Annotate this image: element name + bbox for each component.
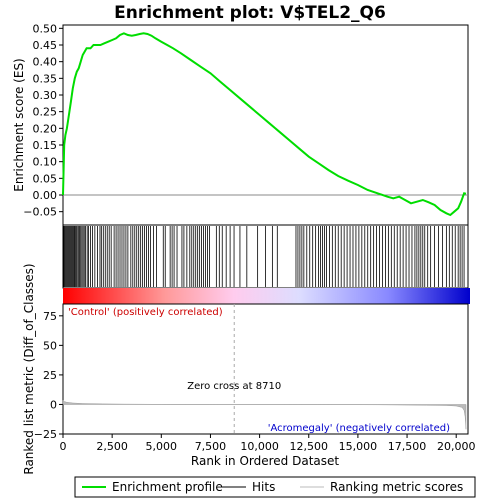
legend-label: Ranking metric scores bbox=[330, 480, 463, 494]
x-tick-label: 12,500 bbox=[290, 440, 329, 453]
ranking-panel-frame bbox=[62, 303, 469, 435]
ranking-y-tick-label: 50 bbox=[43, 339, 57, 352]
es-y-tick-label: 0.05 bbox=[33, 172, 58, 185]
legend-label: Hits bbox=[252, 480, 275, 494]
es-y-tick-label: 0.45 bbox=[33, 39, 58, 52]
x-tick-label: 0 bbox=[60, 440, 67, 453]
x-tick-label: 2,500 bbox=[96, 440, 128, 453]
legend-label: Enrichment profile bbox=[112, 480, 223, 494]
es-y-tick-label: 0.20 bbox=[33, 122, 58, 135]
x-tick-label: 15,000 bbox=[339, 440, 378, 453]
chart-title: Enrichment plot: V$TEL2_Q6 bbox=[114, 3, 386, 23]
es-y-tick-label: 0.30 bbox=[33, 89, 58, 102]
ranking-y-tick-label: 75 bbox=[43, 310, 57, 323]
es-y-tick-label: 0.25 bbox=[33, 106, 58, 119]
enrichment-profile-line bbox=[62, 32, 467, 217]
positive-class-label: 'Control' (positively correlated) bbox=[68, 307, 223, 318]
x-tick-label: 10,000 bbox=[240, 440, 279, 453]
es-y-tick-label: 0.50 bbox=[33, 22, 58, 35]
negative-class-label: 'Acromegaly' (negatively correlated) bbox=[268, 423, 450, 434]
es-y-tick-label: 0.40 bbox=[33, 56, 58, 69]
es-y-tick-label: 0.35 bbox=[33, 72, 58, 85]
es-y-axis: −0.05 0.00 0.05 0.10 0.15 0.20 0.25 0.30 0.35 0.4… bbox=[23, 22, 63, 219]
legend-box bbox=[74, 476, 476, 498]
ranking-y-tick-label: 25 bbox=[43, 369, 57, 382]
zero-cross-label: Zero cross at 8710 bbox=[187, 381, 281, 392]
x-axis-label: Rank in Ordered Dataset bbox=[191, 454, 339, 468]
ranking-y-tick-label: −25 bbox=[34, 428, 57, 441]
ranking-y-axis: −25 0 25 50 75 bbox=[34, 310, 63, 441]
es-y-tick-label: 0.00 bbox=[33, 189, 58, 202]
es-y-tick-label: 0.10 bbox=[33, 156, 58, 169]
x-tick-label: 20,000 bbox=[437, 440, 476, 453]
es-y-tick-label: −0.05 bbox=[23, 206, 57, 219]
legend: Enrichment profile Hits Ranking metric sco… bbox=[82, 480, 463, 494]
x-tick-label: 5,000 bbox=[146, 440, 178, 453]
rank-gradient-bar bbox=[63, 288, 470, 304]
hits-marks bbox=[62, 226, 465, 287]
es-y-tick-label: 0.15 bbox=[33, 139, 58, 152]
es-y-axis-label: Enrichment score (ES) bbox=[12, 58, 26, 191]
ranking-y-tick-label: 0 bbox=[50, 398, 57, 411]
x-tick-label: 17,500 bbox=[388, 440, 427, 453]
ranking-x-axis: 0 2,500 5,000 7,500 10,000 12,500 15,000 17,500… bbox=[60, 434, 476, 453]
x-tick-label: 7,500 bbox=[195, 440, 227, 453]
ranking-y-axis-label: Ranked list metric (Diff_of_Classes) bbox=[22, 263, 36, 474]
ranking-metric-area bbox=[62, 399, 467, 430]
